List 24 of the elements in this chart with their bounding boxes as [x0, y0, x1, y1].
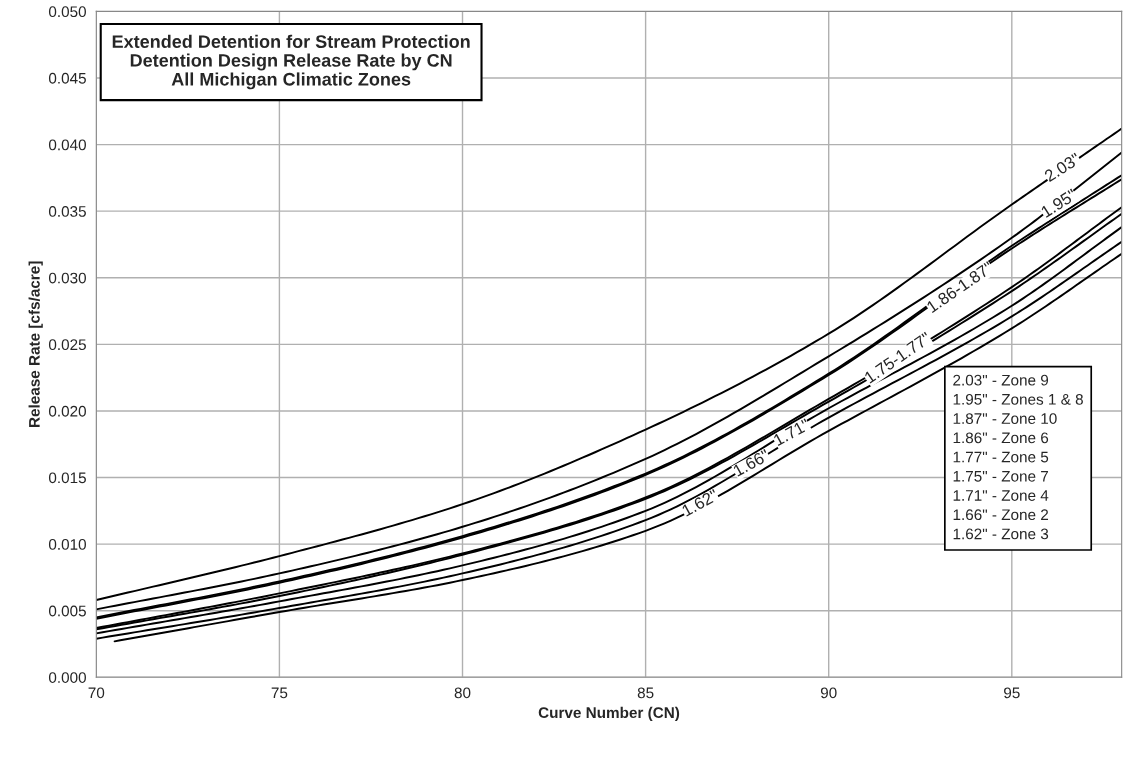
y-tick-label: 0.010 [48, 538, 86, 550]
x-tick-label: 90 [820, 687, 837, 699]
y-tick-label: 0.050 [48, 6, 86, 18]
y-tick-label: 0.025 [48, 339, 86, 351]
y-tick-label: 0.005 [48, 605, 86, 617]
x-tick-label: 95 [1004, 687, 1020, 699]
y-tick-label: 0.015 [48, 472, 86, 484]
y-tick-label: 0.040 [48, 139, 86, 151]
y-tick-label: 0.030 [48, 272, 86, 284]
y-tick-label: 0.020 [48, 405, 86, 417]
x-tick-label: 75 [271, 687, 288, 699]
text: Extended Detention for Stream Protection Detention Design Release Rate by CN All Michigan Climatic Zones [112, 34, 470, 90]
annotation: 1.62" [681, 488, 719, 517]
y-tick-label: 0.035 [48, 206, 86, 217]
y-axis-title: Release Rate [cfs/acre] [28, 261, 43, 427]
annotation: 1.66" [732, 448, 771, 477]
x-tick-label: 85 [637, 687, 654, 699]
x-axis-title: Curve Number (CN) [538, 706, 680, 722]
x-tick-label: 70 [88, 687, 105, 699]
y-tick-label: 0.045 [48, 72, 86, 84]
text: 2.03" - Zone 9 1.95" - Zones 1 & 8 1.87" - Zone 10 1.86" - Zone 6 1.77" - Zone 5 1.75" - Zone 7 1.71" - Zone 4 1.66" - Zone 2 1.62" - Zone 3 [953, 374, 1083, 540]
annotation: 1.71" [772, 418, 811, 446]
x-tick-label: 80 [454, 687, 471, 699]
y-tick-label: 0.000 [48, 672, 86, 683]
